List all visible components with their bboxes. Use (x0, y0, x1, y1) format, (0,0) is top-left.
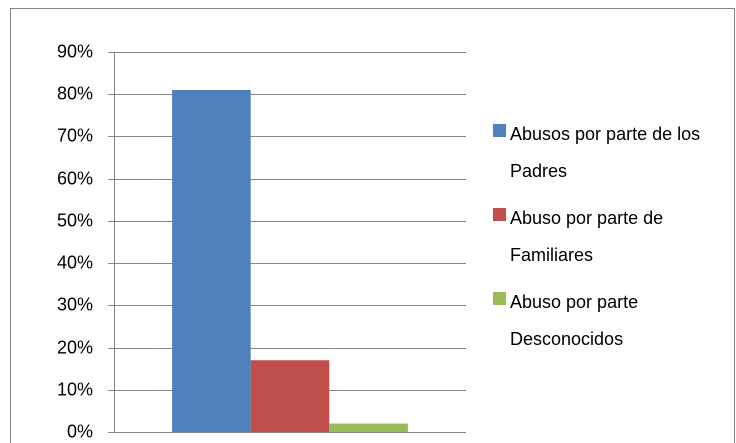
y-tick-label: 80% (57, 83, 93, 103)
y-tick-label: 90% (57, 41, 93, 61)
legend-entry: Abuso por parte de Familiares (493, 200, 729, 284)
legend-swatch (493, 208, 506, 221)
legend-entry: Abuso por parte Desconocidos (493, 284, 729, 368)
y-tick-label: 70% (57, 125, 93, 145)
legend-label: Abuso por parte de Familiares (510, 208, 664, 265)
y-tick-label: 10% (57, 379, 93, 399)
legend: Abusos por parte de los Padres Abuso por … (493, 116, 729, 368)
y-tick-label: 30% (57, 294, 93, 314)
legend-entry: Abusos por parte de los Padres (493, 116, 729, 200)
legend-label: Abusos por parte de los Padres (510, 124, 701, 181)
y-tick-label: 60% (57, 168, 93, 188)
legend-swatch (493, 124, 506, 137)
bar (250, 360, 330, 432)
legend-label: Abuso por parte Desconocidos (510, 292, 639, 349)
legend-swatch (493, 292, 506, 305)
y-tick-label: 40% (57, 252, 93, 272)
y-tick-label: 20% (57, 337, 93, 357)
chart-border (10, 8, 735, 443)
bar (329, 423, 408, 432)
y-tick-label: 50% (57, 210, 93, 230)
y-tick-label: 0% (67, 421, 93, 441)
bar (172, 90, 251, 432)
